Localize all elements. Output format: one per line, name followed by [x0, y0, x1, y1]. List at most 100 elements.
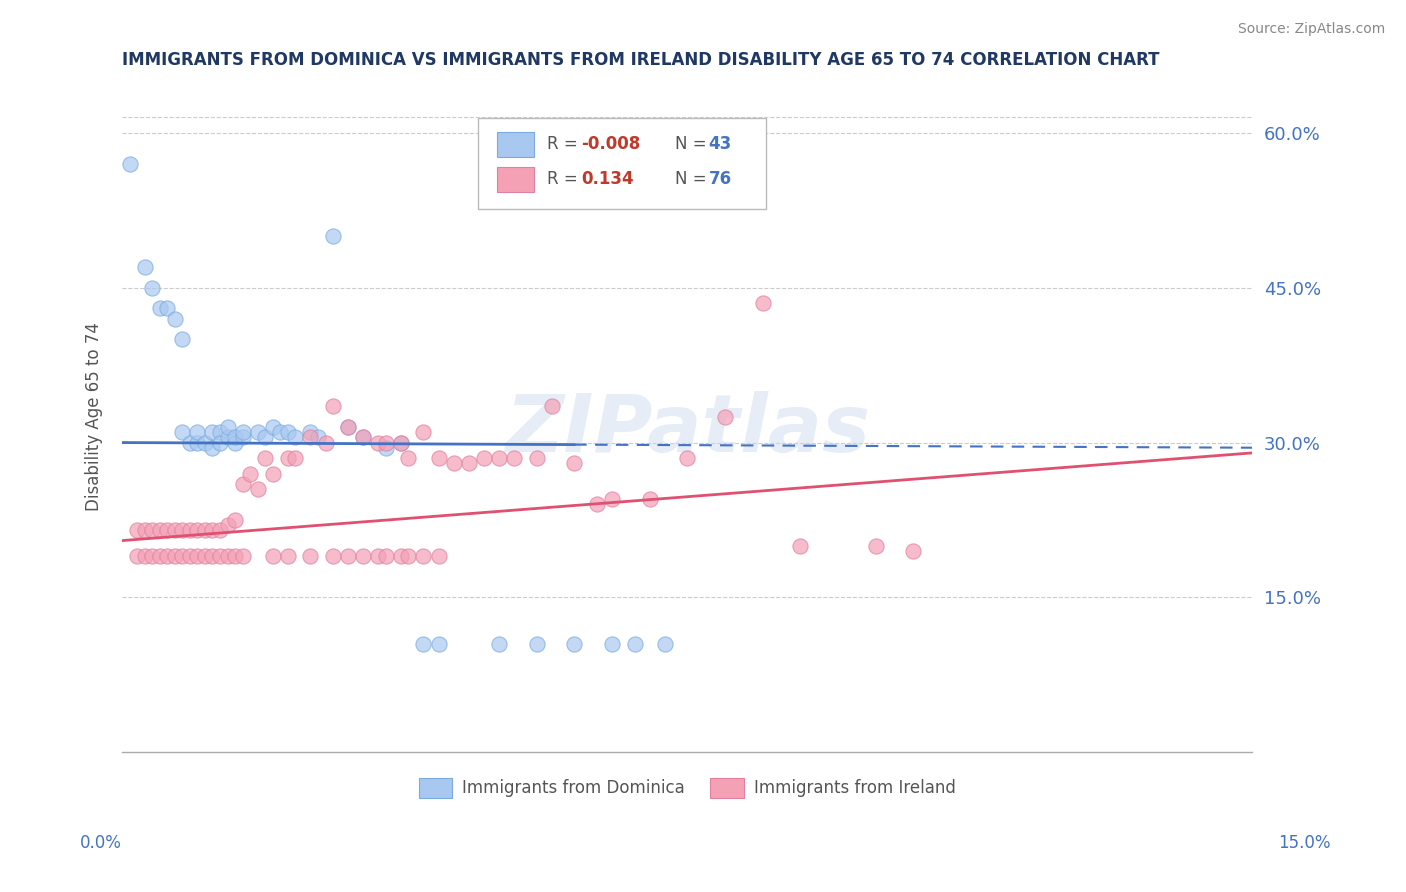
Point: [623, 637, 645, 651]
Point: [322, 400, 344, 414]
Point: [488, 450, 510, 465]
Text: 15.0%: 15.0%: [1278, 834, 1331, 852]
Point: [676, 450, 699, 465]
Point: [217, 420, 239, 434]
Point: [217, 549, 239, 563]
Point: [208, 523, 231, 537]
Point: [472, 450, 495, 465]
Point: [284, 430, 307, 444]
Point: [540, 400, 562, 414]
Point: [503, 450, 526, 465]
Point: [389, 549, 412, 563]
Point: [141, 523, 163, 537]
Point: [585, 498, 607, 512]
Point: [186, 425, 208, 440]
Point: [134, 260, 156, 274]
Point: [903, 544, 925, 558]
Point: [201, 523, 224, 537]
Point: [337, 420, 360, 434]
Point: [374, 549, 396, 563]
Point: [412, 549, 434, 563]
Point: [262, 467, 284, 481]
Point: [299, 549, 322, 563]
Point: [299, 425, 322, 440]
Point: [127, 523, 149, 537]
Point: [427, 450, 450, 465]
Point: [277, 450, 299, 465]
Point: [201, 441, 224, 455]
Point: [156, 301, 179, 316]
Point: [714, 409, 737, 424]
Point: [337, 420, 360, 434]
Point: [374, 441, 396, 455]
Point: [224, 430, 246, 444]
Point: [427, 549, 450, 563]
Point: [526, 637, 548, 651]
Point: [186, 435, 208, 450]
Text: R =: R =: [547, 136, 583, 153]
Point: [208, 435, 231, 450]
Point: [367, 549, 389, 563]
Point: [322, 549, 344, 563]
Text: ZIPatlas: ZIPatlas: [505, 392, 870, 469]
Point: [352, 549, 374, 563]
Point: [186, 549, 208, 563]
Point: [232, 430, 254, 444]
Point: [638, 492, 661, 507]
Point: [367, 435, 389, 450]
Text: 0.0%: 0.0%: [80, 834, 122, 852]
Point: [789, 539, 811, 553]
Point: [412, 637, 434, 651]
Point: [194, 435, 217, 450]
Point: [232, 425, 254, 440]
Text: IMMIGRANTS FROM DOMINICA VS IMMIGRANTS FROM IRELAND DISABILITY AGE 65 TO 74 CORR: IMMIGRANTS FROM DOMINICA VS IMMIGRANTS F…: [122, 51, 1160, 69]
Point: [149, 549, 172, 563]
Point: [232, 549, 254, 563]
Point: [865, 539, 887, 553]
Point: [163, 523, 186, 537]
Point: [269, 425, 291, 440]
Point: [208, 425, 231, 440]
Point: [163, 549, 186, 563]
Point: [172, 549, 194, 563]
Point: [389, 435, 412, 450]
Point: [179, 435, 201, 450]
Point: [262, 420, 284, 434]
Point: [246, 482, 269, 496]
Point: [172, 523, 194, 537]
Point: [412, 425, 434, 440]
Bar: [498, 167, 533, 192]
Bar: [498, 132, 533, 157]
Point: [600, 492, 623, 507]
Point: [179, 549, 201, 563]
Point: [307, 430, 329, 444]
Point: [443, 456, 465, 470]
Point: [141, 549, 163, 563]
Point: [224, 435, 246, 450]
Text: 43: 43: [709, 136, 733, 153]
Text: 76: 76: [709, 170, 733, 188]
Point: [337, 549, 360, 563]
Point: [156, 549, 179, 563]
Point: [562, 637, 585, 651]
Text: N =: N =: [675, 136, 711, 153]
Point: [163, 311, 186, 326]
Point: [179, 523, 201, 537]
Point: [201, 549, 224, 563]
Point: [172, 332, 194, 346]
Point: [149, 523, 172, 537]
Point: [201, 425, 224, 440]
Point: [149, 301, 172, 316]
Text: Source: ZipAtlas.com: Source: ZipAtlas.com: [1237, 22, 1385, 37]
Point: [562, 456, 585, 470]
Point: [284, 450, 307, 465]
Point: [322, 229, 344, 244]
Text: -0.008: -0.008: [581, 136, 640, 153]
Point: [299, 430, 322, 444]
Point: [194, 549, 217, 563]
Point: [224, 549, 246, 563]
Point: [488, 637, 510, 651]
Text: R =: R =: [547, 170, 583, 188]
Point: [277, 425, 299, 440]
Text: 0.134: 0.134: [581, 170, 634, 188]
